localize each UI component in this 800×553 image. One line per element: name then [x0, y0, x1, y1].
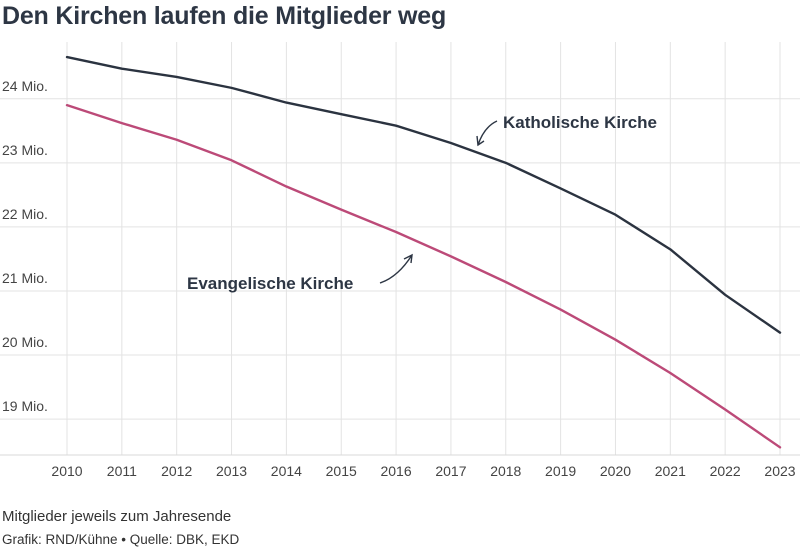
y-tick-label: 19 Mio. [2, 398, 48, 414]
series-label-katholisch: Katholische Kirche [503, 113, 657, 132]
y-tick-label: 21 Mio. [2, 270, 48, 286]
x-tick-label: 2017 [435, 463, 466, 479]
y-tick-label: 22 Mio. [2, 206, 48, 222]
x-tick-label: 2013 [216, 463, 247, 479]
y-tick-label: 24 Mio. [2, 78, 48, 94]
line-chart: 19 Mio. 20 Mio. 21 Mio. 22 Mio. 23 Mio. 24 Mi… [0, 42, 800, 479]
x-axis-ticks: 2010 2011 2012 2013 2014 2015 2016 2017 2018 2019… [51, 463, 795, 479]
x-tick-label: 2010 [51, 463, 82, 479]
y-tick-label: 23 Mio. [2, 142, 48, 158]
annotations: Katholische Kirche Evangelische Kirche [187, 113, 657, 293]
chart-note: Mitglieder jeweils zum Jahresende [2, 508, 232, 525]
grid [0, 42, 800, 456]
y-axis-ticks: 19 Mio. 20 Mio. 21 Mio. 22 Mio. 23 Mio. 24 Mi… [2, 78, 48, 414]
series-line-evangelisch [65, 103, 782, 449]
annotation-arrow-evangelisch [379, 254, 413, 284]
series-label-evangelisch: Evangelische Kirche [187, 274, 353, 293]
x-tick-label: 2012 [161, 463, 192, 479]
annotation-arrowhead-evangelisch [403, 253, 413, 264]
annotation-arrowhead-katholisch [476, 135, 485, 147]
series-line-katholisch [65, 55, 782, 334]
series-lines [65, 55, 782, 449]
x-tick-label: 2021 [655, 463, 686, 479]
x-tick-label: 2014 [271, 463, 302, 479]
x-tick-label: 2020 [600, 463, 631, 479]
x-tick-label: 2019 [545, 463, 576, 479]
x-tick-label: 2011 [107, 463, 137, 479]
x-tick-label: 2022 [710, 463, 741, 479]
y-tick-label: 20 Mio. [2, 334, 48, 350]
chart-credit: Grafik: RND/Kühne • Quelle: DBK, EKD [2, 532, 240, 547]
x-tick-label: 2015 [326, 463, 357, 479]
x-tick-label: 2016 [380, 463, 411, 479]
chart-title: Den Kirchen laufen die Mitglieder weg [2, 2, 447, 30]
x-tick-label: 2023 [764, 463, 795, 479]
annotation-arrow-katholisch [477, 120, 498, 146]
x-tick-label: 2018 [490, 463, 521, 479]
